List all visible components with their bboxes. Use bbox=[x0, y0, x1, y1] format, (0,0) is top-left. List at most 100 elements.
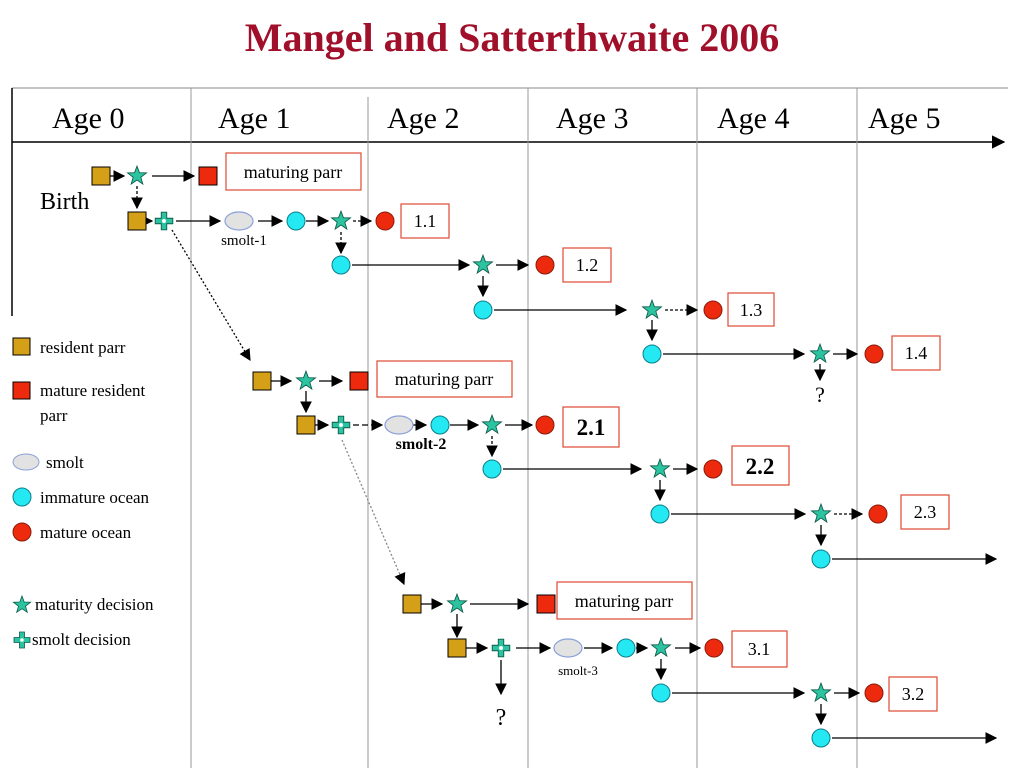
immature-ocean-node bbox=[331, 255, 351, 275]
immature-ocean-node bbox=[482, 459, 502, 479]
outcome-label-3-2: 3.2 bbox=[902, 684, 925, 704]
resident-parr-node bbox=[296, 415, 316, 435]
legend-label-immature-ocean: immature ocean bbox=[40, 488, 150, 507]
smolt-node bbox=[224, 211, 254, 231]
maturing-parr-box-age0 bbox=[225, 152, 362, 191]
maturing-parr-box-age1 bbox=[376, 360, 513, 398]
outcome-label-1-3: 1.3 bbox=[740, 300, 763, 320]
maturity-decision-icon bbox=[811, 682, 831, 702]
outcome-box-1-1 bbox=[400, 203, 450, 239]
connectors bbox=[110, 170, 998, 744]
smolt-node bbox=[384, 415, 414, 435]
mature-resident-parr-legend-icon bbox=[12, 381, 31, 400]
maturity-decision-legend-icon bbox=[12, 595, 32, 613]
smolt-decision-legend-icon bbox=[13, 631, 31, 649]
outcome-label-2-2: 2.2 bbox=[746, 454, 775, 479]
mature-ocean-legend-icon bbox=[12, 522, 32, 542]
age-4-label: Age 4 bbox=[717, 102, 789, 135]
maturing-parr-box-age2 bbox=[556, 581, 693, 620]
outcome-label-3-1: 3.1 bbox=[748, 639, 771, 659]
mature-ocean-node bbox=[535, 255, 555, 275]
maturity-decision-icon bbox=[650, 458, 670, 478]
question-mark: ? bbox=[815, 382, 825, 407]
smolt-legend-icon bbox=[12, 453, 40, 471]
legend-label-smolt-decision: smolt decision bbox=[32, 630, 131, 649]
smolt-decision-icon bbox=[331, 415, 351, 435]
mature-resident-parr-node bbox=[349, 371, 369, 391]
outcome-box-2-2 bbox=[731, 445, 790, 486]
maturity-decision-icon bbox=[127, 165, 147, 185]
mature-ocean-node bbox=[864, 683, 884, 703]
immature-ocean-node bbox=[430, 415, 450, 435]
outcome-label-2-3: 2.3 bbox=[914, 502, 937, 522]
legend-label-mature-resident-parr-2: parr bbox=[40, 406, 68, 425]
maturity-decision-icon bbox=[473, 254, 493, 274]
mature-ocean-node bbox=[375, 211, 395, 231]
question-mark: ? bbox=[496, 705, 507, 731]
immature-ocean-node bbox=[811, 728, 831, 748]
maturing-parr-label: maturing parr bbox=[395, 369, 493, 389]
age-0-label: Age 0 bbox=[52, 102, 124, 135]
birth-label: Birth bbox=[40, 189, 89, 215]
legend: resident parr mature resident parr smolt… bbox=[12, 337, 154, 649]
smolt-decision-icon bbox=[154, 211, 174, 231]
page-title: Mangel and Satterthwaite 2006 bbox=[244, 15, 780, 60]
smolt-3-label: smolt-3 bbox=[558, 663, 598, 678]
resident-parr-node bbox=[127, 211, 147, 231]
maturing-parr-label: maturing parr bbox=[244, 162, 342, 182]
age-2-label: Age 2 bbox=[387, 102, 459, 135]
outcome-box-3-2 bbox=[888, 676, 938, 712]
mature-ocean-node bbox=[535, 415, 555, 435]
resident-parr-node bbox=[252, 371, 272, 391]
resident-parr-node bbox=[402, 594, 422, 614]
age-1-label: Age 1 bbox=[218, 102, 290, 135]
mature-ocean-node bbox=[864, 344, 884, 364]
maturity-decision-icon bbox=[811, 503, 831, 523]
immature-ocean-node bbox=[650, 504, 670, 524]
maturity-decision-icon bbox=[482, 414, 502, 434]
mature-resident-parr-node bbox=[536, 594, 556, 614]
maturity-decision-icon bbox=[810, 343, 830, 363]
mature-ocean-node bbox=[704, 638, 724, 658]
maturity-decision-icon bbox=[296, 370, 316, 390]
mature-ocean-node bbox=[868, 504, 888, 524]
immature-ocean-node bbox=[642, 344, 662, 364]
immature-ocean-node bbox=[651, 683, 671, 703]
outcome-box-1-3 bbox=[727, 292, 775, 327]
immature-ocean-legend-icon bbox=[12, 487, 32, 507]
smolt-node bbox=[553, 638, 583, 658]
outcome-box-1-4 bbox=[891, 335, 941, 371]
outcome-box-2-3 bbox=[900, 494, 950, 530]
maturity-decision-icon bbox=[331, 210, 351, 230]
outcome-label-2-1: 2.1 bbox=[577, 415, 606, 440]
immature-ocean-node bbox=[286, 211, 306, 231]
smolt-1-label: smolt-1 bbox=[221, 233, 267, 249]
immature-ocean-node bbox=[616, 638, 636, 658]
age-3-label: Age 3 bbox=[556, 102, 628, 135]
legend-label-maturity-decision: maturity decision bbox=[35, 595, 154, 614]
maturity-decision-icon bbox=[642, 299, 662, 319]
legend-label-mature-resident-parr-1: mature resident bbox=[40, 381, 146, 400]
mature-resident-parr-node bbox=[198, 166, 218, 186]
legend-label-resident-parr: resident parr bbox=[40, 338, 126, 357]
legend-label-mature-ocean: mature ocean bbox=[40, 523, 132, 542]
smolt-decision-icon bbox=[491, 638, 511, 658]
smolt-2-label: smolt-2 bbox=[396, 436, 447, 453]
outcome-label-1-1: 1.1 bbox=[414, 211, 437, 231]
maturity-decision-icon bbox=[651, 637, 671, 657]
age-header: Age 0 Age 1 Age 2 Age 3 Age 4 Age 5 bbox=[11, 87, 1008, 768]
resident-parr-node bbox=[91, 166, 111, 186]
legend-label-smolt: smolt bbox=[46, 453, 84, 472]
mature-ocean-node bbox=[703, 300, 723, 320]
maturity-decision-icon bbox=[447, 593, 467, 613]
outcome-label-1-4: 1.4 bbox=[905, 343, 928, 363]
maturing-parr-label: maturing parr bbox=[575, 591, 673, 611]
resident-parr-legend-icon bbox=[12, 337, 31, 356]
outcome-box-2-1 bbox=[562, 406, 620, 448]
outcome-label-1-2: 1.2 bbox=[576, 255, 599, 275]
immature-ocean-node bbox=[473, 300, 493, 320]
outcome-box-3-1 bbox=[731, 630, 788, 668]
age-5-label: Age 5 bbox=[868, 102, 940, 135]
immature-ocean-node bbox=[811, 549, 831, 569]
